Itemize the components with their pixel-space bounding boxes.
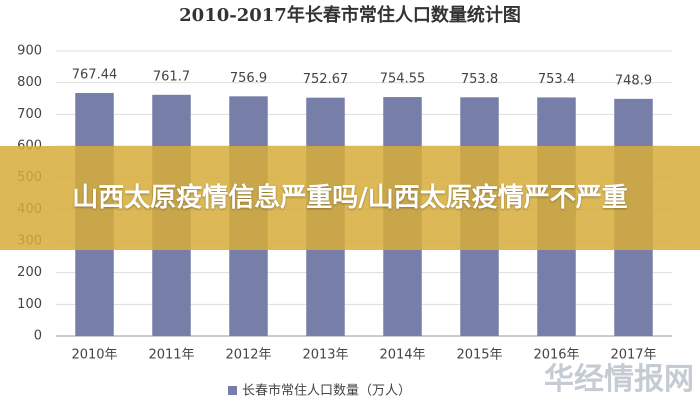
x-tick-label: 2016年 bbox=[533, 348, 579, 363]
data-label: 767.44 bbox=[72, 67, 118, 82]
banner-text: 山西太原疫情信息严重吗/山西太原疫情严不严重 bbox=[72, 183, 628, 213]
x-tick-label: 2011年 bbox=[148, 348, 194, 363]
y-tick-label: 100 bbox=[17, 297, 42, 312]
x-tick-label: 2012年 bbox=[225, 348, 271, 363]
data-label: 748.9 bbox=[615, 73, 652, 88]
banner: 山西太原疫情信息严重吗/山西太原疫情严不严重 bbox=[0, 146, 700, 250]
y-tick-label: 0 bbox=[34, 329, 42, 344]
y-tick-label: 900 bbox=[17, 44, 42, 59]
data-label: 753.4 bbox=[538, 72, 575, 87]
data-label: 756.9 bbox=[230, 71, 267, 86]
y-tick-label: 800 bbox=[17, 75, 42, 90]
x-tick-label: 2017年 bbox=[610, 348, 656, 363]
x-tick-label: 2010年 bbox=[71, 348, 117, 363]
data-label: 752.67 bbox=[303, 72, 349, 87]
watermark: 华经情报网 bbox=[544, 362, 694, 397]
data-label: 761.7 bbox=[153, 69, 190, 84]
legend-label: 长春市常住人口数量（万人） bbox=[242, 383, 411, 399]
x-tick-label: 2013年 bbox=[302, 348, 348, 363]
data-label: 754.55 bbox=[380, 72, 426, 87]
chart-title: 2010-2017年长春市常住人口数量统计图 bbox=[179, 4, 521, 26]
y-tick-label: 200 bbox=[17, 265, 42, 280]
y-tick-label: 700 bbox=[17, 107, 42, 122]
x-tick-label: 2015年 bbox=[456, 348, 502, 363]
x-tick-label: 2014年 bbox=[379, 348, 425, 363]
legend-swatch bbox=[228, 386, 237, 395]
data-label: 753.8 bbox=[461, 72, 498, 87]
